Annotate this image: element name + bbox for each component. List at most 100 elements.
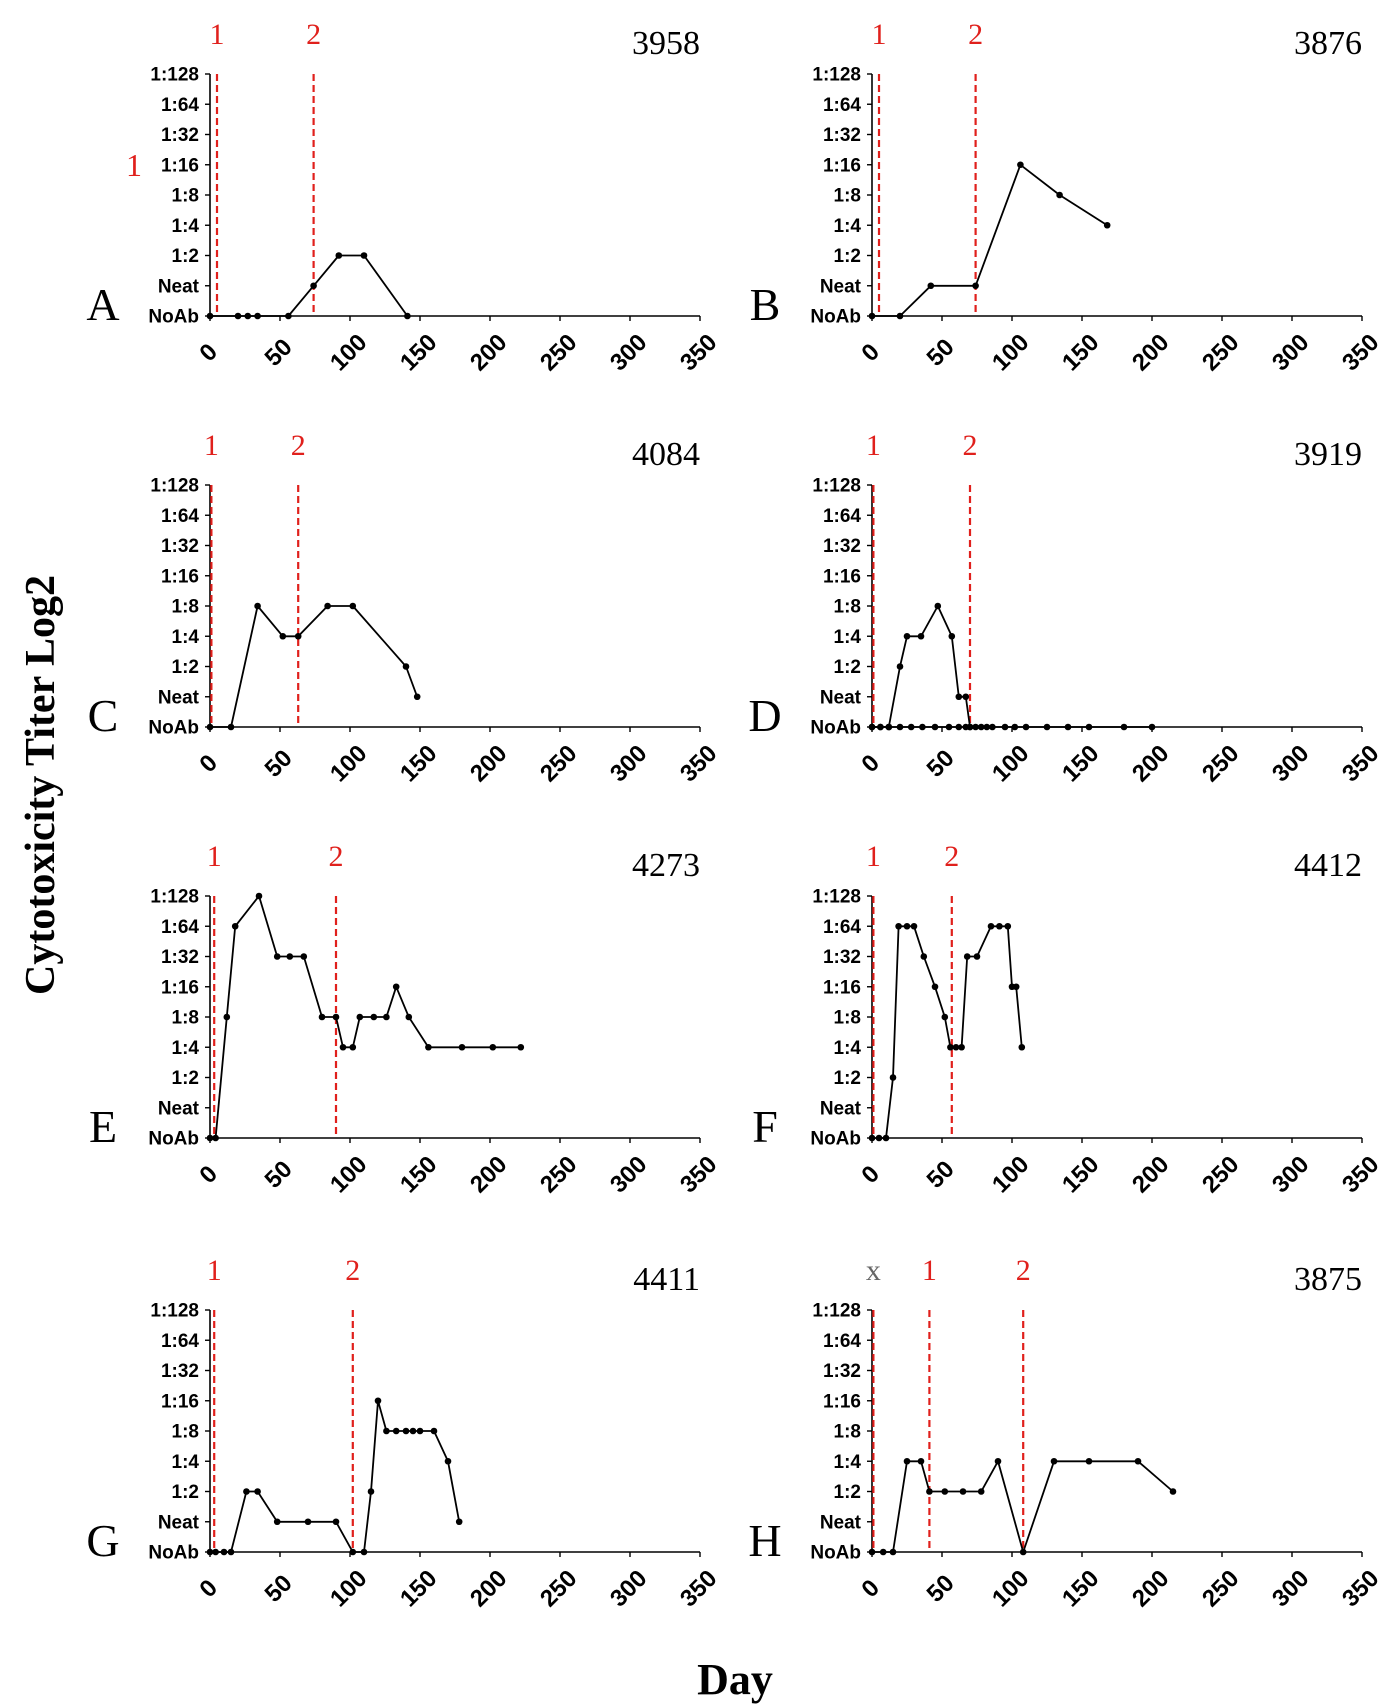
marker-label-d: 1 [866, 429, 881, 462]
data-point-h [1019, 1548, 1027, 1556]
x-tick-label-f: 300 [1267, 1151, 1314, 1198]
marker-label-b: 1 [872, 18, 887, 51]
y-tick-label-f: Neat [820, 1098, 862, 1119]
data-point-h [977, 1488, 985, 1495]
x-tick-label-e: 250 [535, 1151, 582, 1198]
data-point-g [206, 1548, 214, 1556]
y-tick-label-g: NoAb [148, 1543, 199, 1564]
data-point-g [304, 1518, 312, 1526]
y-tick-label-g: Neat [158, 1512, 200, 1533]
data-point-d [903, 632, 911, 640]
x-tick-label-d: 150 [1057, 740, 1104, 787]
data-point-d [977, 723, 985, 731]
marker-label-h: x [866, 1254, 881, 1287]
data-point-h [941, 1488, 949, 1495]
panel-title-c: 4084 [632, 436, 700, 473]
y-tick-label-e: 1:64 [161, 917, 199, 938]
y-tick-label-g: 1:4 [172, 1452, 200, 1473]
y-tick-label-a: 1:64 [161, 95, 199, 116]
panel-f: NoAb Neat 1:2 1:4 1:8 1:16 1:32 1:64 1:128 0 50 100… [752, 840, 1382, 1198]
y-tick-label-a: 1:2 [172, 246, 199, 267]
marker-label-a: 1 [210, 18, 225, 51]
data-point-d [896, 723, 904, 731]
panel-title-f: 4412 [1294, 847, 1362, 884]
x-tick-label-d: 100 [987, 740, 1034, 787]
series-line-c-0 [210, 605, 419, 728]
data-point-c [227, 723, 235, 731]
data-point-h [1050, 1457, 1058, 1465]
x-tick-label-c: 150 [395, 740, 442, 787]
data-point-a [234, 312, 242, 320]
data-point-a [285, 312, 292, 320]
data-point-h [926, 1488, 933, 1495]
y-tick-label-f: 1:4 [834, 1038, 862, 1059]
data-point-f [947, 1043, 954, 1051]
data-point-f [1018, 1043, 1026, 1051]
x-tick-label-d: 350 [1337, 740, 1382, 787]
y-tick-label-c: Neat [158, 687, 200, 708]
data-point-h [868, 1548, 876, 1556]
x-tick-label-e: 150 [395, 1151, 442, 1198]
panel-d: NoAb Neat 1:2 1:4 1:8 1:16 1:32 1:64 1:128 0 50 100… [748, 429, 1382, 787]
data-point-d [907, 723, 915, 731]
data-point-f [1004, 922, 1012, 930]
data-point-g [430, 1427, 438, 1435]
data-point-h [994, 1457, 1002, 1465]
x-tick-label-g: 350 [675, 1565, 722, 1612]
y-tick-label-b: 1:8 [834, 186, 861, 207]
data-point-e [383, 1013, 390, 1021]
x-tick-label-h: 0 [856, 1574, 885, 1603]
data-point-f [889, 1074, 897, 1081]
data-point-h [1134, 1457, 1142, 1465]
data-point-g [273, 1518, 281, 1526]
panel-title-e: 4273 [632, 847, 700, 884]
panel-title-b: 3876 [1294, 25, 1362, 62]
data-point-e [223, 1013, 231, 1021]
x-tick-label-h: 150 [1057, 1565, 1104, 1612]
marker-label-c: 2 [291, 429, 306, 462]
series-line-b-0 [872, 163, 1108, 317]
marker-label-d: 2 [963, 429, 978, 462]
data-point-c [324, 602, 331, 610]
x-tick-label-b: 300 [1267, 329, 1314, 376]
x-tick-label-f: 250 [1197, 1151, 1244, 1198]
data-point-d [966, 723, 974, 731]
marker-label-a: 2 [306, 18, 321, 51]
data-point-c [279, 632, 287, 640]
y-tick-label-d: 1:16 [823, 566, 861, 587]
y-tick-label-b: 1:2 [834, 246, 861, 267]
x-tick-label-g: 200 [465, 1565, 512, 1612]
x-tick-label-a: 350 [675, 329, 722, 376]
data-point-f [895, 922, 902, 930]
y-tick-label-c: 1:2 [172, 657, 199, 678]
marker-label-f: 2 [944, 840, 959, 873]
x-tick-label-d: 200 [1127, 740, 1174, 787]
data-point-d [868, 723, 876, 731]
panel-letter-h: H [748, 1515, 781, 1566]
data-point-f [868, 1134, 876, 1142]
data-point-e [370, 1013, 378, 1021]
data-point-f [952, 1043, 960, 1051]
x-tick-label-g: 0 [194, 1574, 223, 1603]
data-point-e [231, 922, 239, 930]
x-tick-label-a: 200 [465, 329, 512, 376]
x-tick-label-e: 350 [675, 1151, 722, 1198]
marker-label-e: 2 [329, 840, 344, 873]
panel-letter-b: B [750, 279, 781, 330]
data-point-g [360, 1548, 368, 1556]
data-point-e [517, 1043, 525, 1051]
data-point-d [1022, 723, 1030, 731]
data-point-g [374, 1397, 382, 1405]
y-tick-label-b: NoAb [810, 307, 861, 328]
data-point-g [349, 1548, 357, 1556]
y-tick-label-d: 1:2 [834, 657, 861, 678]
y-tick-label-c: 1:4 [172, 627, 200, 648]
y-tick-label-d: 1:64 [823, 506, 861, 527]
figure-y-label: Cytotoxicity Titer Log2 [18, 575, 64, 995]
data-point-e [286, 953, 294, 960]
x-tick-label-a: 150 [395, 329, 442, 376]
y-tick-label-c: 1:16 [161, 566, 199, 587]
data-point-g [254, 1488, 261, 1495]
y-tick-label-f: 1:8 [834, 1008, 861, 1029]
y-tick-label-h: 1:8 [834, 1422, 861, 1443]
